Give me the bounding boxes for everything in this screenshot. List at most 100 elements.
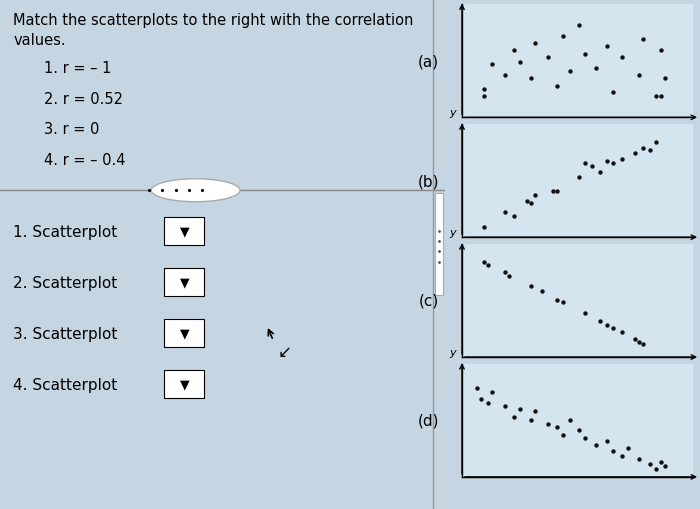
Point — [476, 394, 487, 403]
Point — [508, 213, 519, 221]
Point — [526, 200, 537, 208]
Point — [500, 269, 511, 277]
Point — [482, 261, 493, 269]
Point — [634, 72, 645, 80]
Point — [644, 460, 655, 468]
Text: ▼: ▼ — [180, 225, 189, 238]
Point — [651, 93, 662, 101]
Point — [601, 43, 612, 51]
Text: 1. Scatterplot: 1. Scatterplot — [13, 224, 118, 239]
Point — [651, 465, 662, 473]
Point — [659, 462, 671, 470]
Bar — [164, 217, 204, 245]
Point — [622, 444, 634, 453]
Point — [526, 282, 537, 291]
Text: (a): (a) — [418, 54, 439, 69]
Point — [500, 208, 511, 216]
Point — [601, 158, 612, 166]
Bar — [164, 371, 204, 398]
Point — [634, 338, 645, 347]
Point — [590, 64, 601, 72]
Point — [486, 388, 498, 397]
Point — [580, 160, 591, 168]
Bar — [164, 269, 204, 296]
Text: y: y — [449, 347, 456, 357]
Point — [482, 399, 493, 407]
Point — [564, 416, 575, 424]
Point — [573, 427, 584, 435]
Point — [644, 147, 655, 155]
Bar — [164, 320, 204, 348]
Point — [530, 40, 541, 48]
Point — [651, 138, 662, 147]
Point — [530, 407, 541, 415]
Point — [564, 68, 575, 76]
Text: (d): (d) — [418, 413, 439, 428]
Bar — [435, 193, 442, 295]
Point — [552, 423, 563, 431]
Text: values.: values. — [13, 33, 66, 48]
Point — [500, 72, 511, 80]
Point — [573, 174, 584, 182]
Text: 3. r = 0: 3. r = 0 — [45, 122, 100, 137]
Point — [634, 455, 645, 463]
Text: 4. Scatterplot: 4. Scatterplot — [13, 377, 118, 392]
Text: ▼: ▼ — [180, 276, 189, 289]
Point — [530, 191, 541, 200]
Point — [655, 458, 666, 466]
Text: y: y — [449, 108, 456, 118]
Point — [552, 296, 563, 304]
Point — [504, 272, 515, 280]
Point — [478, 223, 489, 231]
Point — [558, 431, 569, 439]
Text: ▼: ▼ — [180, 378, 189, 391]
Point — [608, 160, 619, 168]
Text: ▼: ▼ — [180, 327, 189, 340]
Point — [659, 75, 671, 83]
Point — [514, 405, 526, 413]
Point — [526, 416, 537, 424]
Point — [472, 384, 483, 392]
Point — [526, 75, 537, 83]
Point — [616, 328, 627, 336]
Text: y: y — [449, 228, 456, 238]
Point — [629, 335, 641, 344]
Point — [573, 22, 584, 30]
Point — [522, 197, 533, 206]
Point — [478, 86, 489, 94]
Point — [594, 168, 606, 176]
Point — [601, 437, 612, 445]
Point — [580, 434, 591, 442]
Point — [547, 187, 559, 195]
Point — [478, 93, 489, 101]
Point — [552, 82, 563, 91]
Point — [542, 420, 554, 428]
Point — [552, 187, 563, 195]
Text: (c): (c) — [419, 293, 438, 308]
Point — [655, 46, 666, 54]
Ellipse shape — [151, 179, 240, 203]
Point — [594, 317, 606, 325]
Point — [478, 258, 489, 266]
Text: 3. Scatterplot: 3. Scatterplot — [13, 326, 118, 341]
Point — [514, 59, 526, 67]
Text: ↗: ↗ — [274, 341, 287, 359]
Point — [616, 155, 627, 163]
Point — [638, 341, 649, 349]
Point — [608, 447, 619, 456]
Text: (b): (b) — [418, 174, 439, 189]
Point — [558, 33, 569, 41]
Point — [590, 441, 601, 449]
Point — [580, 51, 591, 59]
Text: 4. r = – 0.4: 4. r = – 0.4 — [45, 153, 126, 167]
Text: 2. r = 0.52: 2. r = 0.52 — [45, 92, 123, 106]
Point — [536, 288, 547, 296]
Point — [655, 93, 666, 101]
Text: Match the scatterplots to the right with the correlation: Match the scatterplots to the right with… — [13, 13, 414, 27]
Point — [500, 402, 511, 410]
Point — [616, 452, 627, 460]
Point — [508, 46, 519, 54]
Point — [542, 54, 554, 62]
Point — [629, 149, 641, 157]
Point — [601, 322, 612, 330]
